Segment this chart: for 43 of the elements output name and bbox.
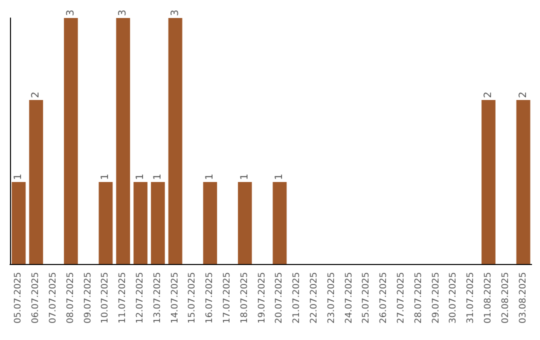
- x-tick-label: 02.08.2025: [500, 272, 511, 324]
- x-tick-label: 01.08.2025: [484, 272, 494, 324]
- x-tick-label: 14.07.2025: [170, 272, 180, 324]
- x-tick-label: 12.07.2025: [136, 272, 146, 324]
- x-tick-label: 20.07.2025: [274, 272, 285, 324]
- x-tick-label: 21.07.2025: [292, 272, 302, 324]
- x-tick-label: 30.07.2025: [448, 272, 459, 324]
- data-label: 1: [204, 174, 216, 180]
- data-label: 1: [239, 174, 250, 180]
- x-tick-label: 11.07.2025: [118, 272, 128, 324]
- data-label: 3: [65, 10, 76, 16]
- data-label: 3: [170, 10, 181, 16]
- data-label: 2: [30, 92, 42, 98]
- x-tick-label: 06.07.2025: [31, 272, 42, 324]
- data-label: 2: [518, 92, 529, 98]
- x-tick-label: 10.07.2025: [100, 272, 111, 324]
- data-label: 1: [135, 174, 146, 180]
- x-tick-label: 15.07.2025: [188, 272, 198, 324]
- x-tick-label: 18.07.2025: [240, 272, 250, 324]
- data-label: 2: [483, 92, 494, 98]
- x-tick-label: 29.07.2025: [431, 272, 442, 324]
- x-tick-label: 19.07.2025: [257, 272, 268, 324]
- x-tick-label: 05.07.2025: [14, 272, 24, 324]
- data-label: 3: [118, 10, 129, 16]
- data-label: 1: [152, 174, 164, 180]
- x-tick-label: 27.07.2025: [396, 272, 406, 324]
- x-tick-label: 16.07.2025: [205, 272, 216, 324]
- data-label: 1: [100, 174, 112, 180]
- data-label: 1: [274, 174, 286, 180]
- data-label: 1: [13, 174, 24, 180]
- x-tick-label: 25.07.2025: [362, 272, 372, 324]
- x-tick-label: 26.07.2025: [379, 272, 390, 324]
- x-tick-label: 24.07.2025: [344, 272, 354, 324]
- x-tick-label: 28.07.2025: [414, 272, 424, 324]
- x-tick-label: 31.07.2025: [466, 272, 476, 324]
- x-tick-label: 09.07.2025: [83, 272, 94, 324]
- x-tick-label: 22.07.2025: [310, 272, 320, 324]
- x-tick-label: 08.07.2025: [66, 272, 76, 324]
- x-tick-label: 07.07.2025: [48, 272, 58, 324]
- x-tick-label: 17.07.2025: [222, 272, 232, 324]
- x-tick-label: 03.08.2025: [518, 272, 528, 324]
- x-tick-label: 13.07.2025: [152, 272, 163, 324]
- x-tick-label: 23.07.2025: [326, 272, 337, 324]
